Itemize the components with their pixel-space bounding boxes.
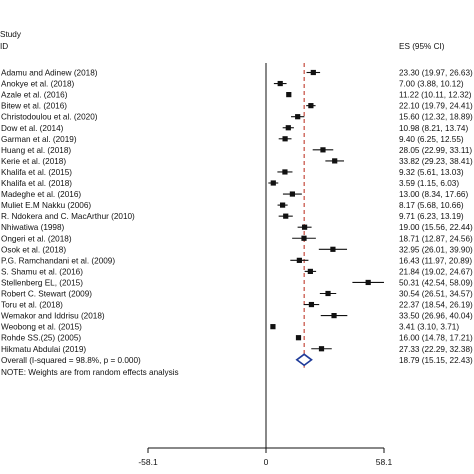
x-tick-label: -58.1: [138, 457, 158, 467]
study-label: R. Ndokera and C. MacArthur (2010): [1, 212, 135, 221]
point-estimate: [270, 180, 276, 186]
header-study: Study: [0, 30, 21, 39]
study-label: Anokye et al. (2018): [1, 80, 75, 89]
point-estimate: [308, 103, 314, 109]
es-value: 11.22 (10.11, 12.32): [399, 91, 472, 100]
es-value: 15.60 (12.32, 18.89): [399, 113, 473, 122]
study-label: Ongeri et al. (2018): [1, 234, 72, 243]
point-estimate: [301, 224, 308, 230]
es-value: 50.31 (42.54, 58.09): [399, 278, 473, 287]
es-value: 8.17 (5.68, 10.66): [399, 201, 464, 210]
point-estimate: [310, 69, 316, 76]
study-label: Rohde SS.(25) (2005): [1, 334, 81, 343]
es-value: 33.82 (29.23, 38.41): [399, 157, 473, 166]
overall-label: Overall (I-squared = 98.8%, p = 0.000): [1, 356, 141, 365]
point-estimate: [325, 290, 331, 297]
point-estimate: [283, 213, 289, 219]
point-estimate: [296, 257, 302, 263]
es-value: 10.98 (8.21, 13.74): [399, 124, 468, 133]
point-estimate: [279, 202, 286, 208]
point-estimate: [277, 80, 283, 87]
study-label: Nhiwatiwa (1998): [1, 223, 65, 232]
study-label: Garman et al. (2019): [1, 135, 77, 144]
study-label: Dow et al. (2014): [1, 124, 64, 133]
study-label: Wemakor and Iddrisu (2018): [1, 312, 105, 321]
study-label: P.G. Ramchandani et al. (2009): [1, 256, 115, 265]
study-label: Madeghe et al. (2016): [1, 190, 81, 199]
es-value: 22.37 (18.54, 26.19): [399, 301, 473, 310]
header-id: ID: [0, 42, 9, 51]
point-estimate: [308, 301, 315, 308]
point-estimate: [286, 92, 292, 98]
study-label: Muliet E.M Nakku (2006): [1, 201, 91, 210]
study-label: Osok et al. (2018): [1, 245, 66, 254]
es-value: 16.00 (14.78, 17.21): [399, 334, 473, 343]
study-label: Khalifa et al. (2018): [1, 179, 72, 188]
study-label: Weobong et al. (2015): [1, 323, 82, 332]
point-estimate: [307, 268, 313, 274]
point-estimate: [301, 235, 307, 241]
point-estimate: [331, 313, 337, 319]
study-label: Kerie et al. (2018): [1, 157, 66, 166]
es-value: 22.10 (19.79, 24.41): [399, 102, 473, 111]
study-label: Christodoulou et al. (2020): [1, 113, 98, 122]
study-label: Azale et al. (2016): [1, 91, 68, 100]
es-value: 9.40 (6.25, 12.55): [399, 135, 464, 144]
es-value: 23.30 (19.97, 26.63): [399, 69, 473, 78]
point-estimate: [365, 279, 371, 286]
header-es: ES (95% CI): [399, 42, 445, 51]
point-estimate: [295, 335, 302, 341]
es-value: 33.50 (26.96, 40.04): [399, 312, 473, 321]
study-label: Bitew et al. (2016): [1, 102, 67, 111]
es-value: 9.71 (6.23, 13.19): [399, 212, 464, 221]
point-estimate: [282, 169, 288, 175]
es-value: 28.05 (22.99, 33.11): [399, 146, 472, 155]
overall-es-value: 18.79 (15.15, 22.43): [399, 356, 473, 365]
overall-diamond: [295, 353, 313, 367]
es-value: 16.43 (11.97, 20.89): [399, 256, 472, 265]
es-value: 9.32 (5.61, 13.03): [399, 168, 464, 177]
study-label: Hikmatu Abdulai (2019): [1, 345, 86, 354]
study-label: Khalifa et al. (2015): [1, 168, 72, 177]
point-estimate: [330, 246, 336, 252]
point-estimate: [285, 125, 291, 131]
study-label: Stellenberg EL, (2015): [1, 278, 83, 287]
point-estimate: [295, 114, 301, 120]
point-estimate: [289, 191, 296, 197]
study-label: Robert C. Stewart (2009): [1, 290, 92, 299]
study-label: Adamu and Adinew (2018): [1, 69, 98, 78]
point-estimate: [318, 346, 325, 352]
es-value: 7.00 (3.88, 10.12): [399, 80, 464, 89]
es-value: 18.71 (12.87, 24.56): [399, 234, 473, 243]
es-value: 3.59 (1.15, 6.03): [399, 179, 459, 188]
es-value: 3.41 (3.10, 3.71): [399, 323, 459, 332]
study-label: S. Shamu et al. (2016): [1, 267, 83, 276]
point-estimate: [282, 136, 288, 142]
weights-note: NOTE: Weights are from random effects an…: [1, 368, 179, 377]
es-value: 27.33 (22.29, 32.38): [399, 345, 473, 354]
es-value: 21.84 (19.02, 24.67): [399, 267, 473, 276]
es-value: 13.00 (8.34, 17.66): [399, 190, 468, 199]
es-value: 32.95 (26.01, 39.90): [399, 245, 473, 254]
point-estimate: [270, 324, 276, 330]
study-label: Toru et al. (2018): [1, 301, 63, 310]
study-label: Huang et al. (2018): [1, 146, 71, 155]
es-value: 19.00 (15.56, 22.44): [399, 223, 473, 232]
es-value: 30.54 (26.51, 34.57): [399, 290, 473, 299]
point-estimate: [320, 147, 326, 153]
x-tick-label: 58.1: [376, 457, 393, 467]
point-estimate: [332, 158, 338, 164]
x-tick-label: 0: [264, 457, 269, 467]
